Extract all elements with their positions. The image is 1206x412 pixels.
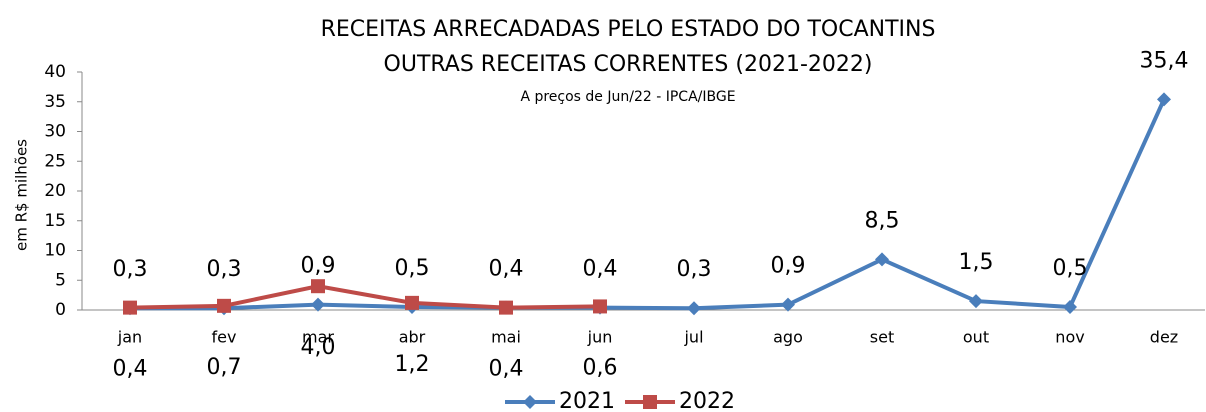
data-label: 0,6 bbox=[583, 355, 618, 380]
x-tick-label: mai bbox=[491, 328, 521, 347]
data-label: 1,2 bbox=[395, 352, 430, 377]
y-tick-label: 20 bbox=[44, 181, 66, 201]
y-tick-label: 25 bbox=[44, 151, 66, 171]
marker bbox=[969, 294, 983, 309]
data-label: 0,3 bbox=[207, 257, 242, 282]
data-label: 35,4 bbox=[1140, 48, 1189, 73]
legend-label: 2022 bbox=[679, 389, 735, 412]
x-tick-label: jun bbox=[587, 328, 613, 347]
marker bbox=[217, 298, 231, 313]
data-label: 0,7 bbox=[207, 355, 242, 380]
marker bbox=[405, 295, 419, 310]
data-label: 4,0 bbox=[301, 335, 336, 360]
x-tick-label: out bbox=[963, 328, 989, 347]
marker bbox=[1063, 300, 1077, 315]
series-line bbox=[129, 284, 601, 310]
marker bbox=[523, 395, 537, 409]
chart-title: RECEITAS ARRECADADAS PELO ESTADO DO TOCA… bbox=[321, 17, 936, 42]
x-tick-label: abr bbox=[399, 328, 426, 347]
data-label: 0,9 bbox=[771, 254, 806, 279]
x-tick-label: dez bbox=[1150, 328, 1178, 347]
marker bbox=[499, 300, 513, 315]
x-tick-label: ago bbox=[773, 328, 803, 347]
data-label: 0,5 bbox=[1053, 256, 1088, 281]
marker bbox=[643, 395, 657, 409]
x-tick-label: jul bbox=[683, 328, 703, 347]
y-axis-label: em R$ milhões bbox=[13, 139, 31, 251]
y-tick-label: 30 bbox=[44, 122, 66, 142]
data-label: 0,3 bbox=[677, 257, 712, 282]
data-label: 0,4 bbox=[489, 257, 524, 282]
data-label: 1,5 bbox=[959, 250, 994, 275]
data-label: 0,4 bbox=[113, 357, 148, 382]
marker bbox=[687, 301, 701, 316]
marker bbox=[123, 300, 137, 315]
data-label: 0,4 bbox=[583, 257, 618, 282]
y-tick-label: 10 bbox=[44, 241, 66, 261]
data-label: 0,9 bbox=[301, 254, 336, 279]
data-label: 0,4 bbox=[489, 357, 524, 382]
marker bbox=[875, 252, 889, 267]
x-tick-label: jan bbox=[117, 328, 142, 347]
x-tick-label: fev bbox=[212, 328, 237, 347]
data-label: 0,3 bbox=[113, 257, 148, 282]
y-tick-label: 35 bbox=[44, 92, 66, 112]
marker bbox=[311, 297, 325, 312]
marker bbox=[1157, 92, 1171, 107]
marker bbox=[593, 299, 607, 314]
x-tick-label: set bbox=[870, 328, 894, 347]
x-tick-label: mar bbox=[302, 328, 334, 347]
legend-label: 2021 bbox=[559, 389, 615, 412]
y-tick-label: 0 bbox=[55, 300, 66, 320]
marker bbox=[311, 279, 325, 294]
chart-subtitle: OUTRAS RECEITAS CORRENTES (2021-2022) bbox=[384, 52, 873, 77]
data-label: 0,5 bbox=[395, 256, 430, 281]
series-line bbox=[130, 98, 1166, 311]
marker bbox=[781, 297, 795, 312]
y-tick-label: 5 bbox=[55, 270, 66, 290]
x-tick-label: nov bbox=[1055, 328, 1084, 347]
y-tick-label: 15 bbox=[44, 211, 66, 231]
chart-note: A preços de Jun/22 - IPCA/IBGE bbox=[520, 89, 735, 105]
data-label: 8,5 bbox=[865, 208, 900, 233]
y-tick-label: 40 bbox=[44, 62, 66, 82]
